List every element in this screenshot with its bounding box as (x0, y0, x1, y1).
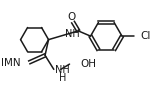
Text: Cl: Cl (140, 31, 151, 41)
Text: H: H (59, 73, 66, 83)
Text: IMN: IMN (1, 58, 21, 68)
Text: OH: OH (80, 59, 96, 69)
Text: NH: NH (65, 29, 79, 39)
Text: NH: NH (55, 65, 70, 75)
Text: O: O (67, 12, 75, 22)
